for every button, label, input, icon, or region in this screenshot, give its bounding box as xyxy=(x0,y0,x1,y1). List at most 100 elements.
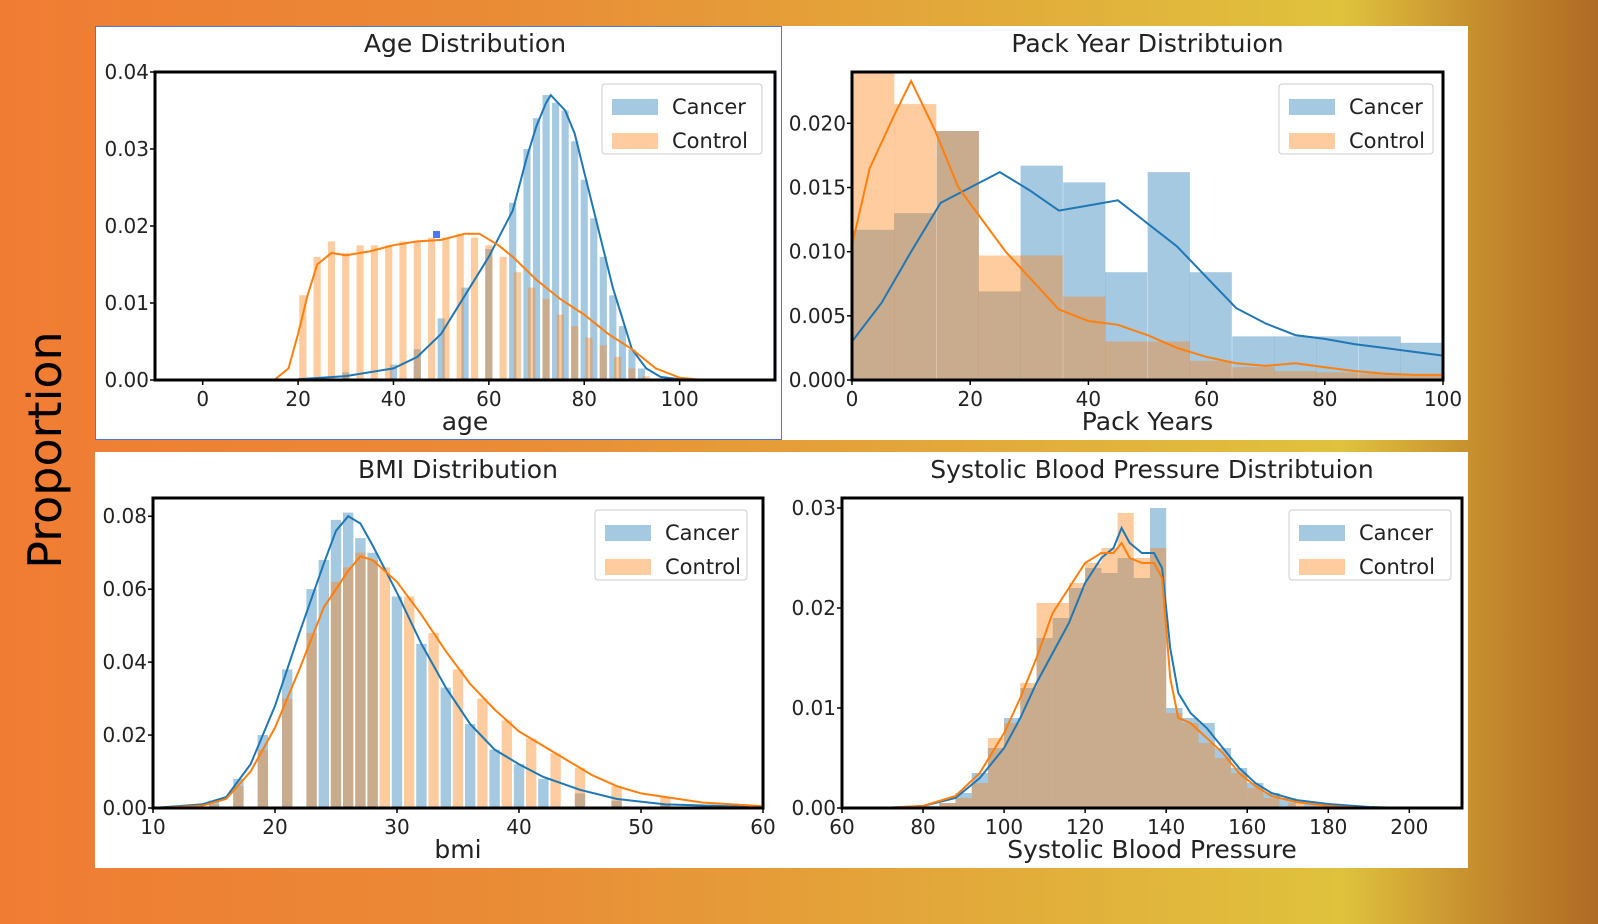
cancer-hist-bar xyxy=(461,287,469,380)
cancer-hist-bar xyxy=(391,596,403,808)
x-tick-label: 20 xyxy=(957,387,982,411)
cancer-hist-bar xyxy=(939,803,956,808)
legend: Cancer Control xyxy=(594,509,748,581)
x-tick-label: 40 xyxy=(381,387,406,411)
chart-title: Systolic Blood Pressure Distribtuion xyxy=(930,455,1373,484)
y-tick-label: 0.00 xyxy=(104,368,149,392)
x-tick-label: 20 xyxy=(262,815,287,839)
control-hist-bar xyxy=(1287,803,1304,808)
cancer-hist-bar xyxy=(894,213,937,380)
control-hist-bar xyxy=(1263,798,1280,808)
control-hist-bar xyxy=(574,767,586,808)
cancer-legend-label: Cancer xyxy=(665,521,739,545)
cancer-hist-bar xyxy=(628,349,636,380)
control-hist-bar xyxy=(1358,373,1401,380)
cancer-hist-bar xyxy=(437,318,445,380)
control-hist-bar xyxy=(556,314,564,380)
cancer-hist-bar xyxy=(1198,723,1215,808)
x-tick-label: 80 xyxy=(1312,387,1337,411)
y-tick-label: 0.01 xyxy=(104,291,149,315)
x-tick-label: 60 xyxy=(1194,387,1219,411)
x-tick-label: 180 xyxy=(1309,815,1347,839)
control-hist-bar xyxy=(327,241,336,380)
control-hist-bar xyxy=(452,669,464,808)
plot-frame xyxy=(151,496,765,810)
legend-box xyxy=(601,83,763,155)
x-tick-label: 140 xyxy=(1147,815,1185,839)
x-tick-label: 120 xyxy=(1066,815,1104,839)
control-hist-bar xyxy=(1063,296,1106,380)
cancer-hist-bar xyxy=(1214,748,1232,808)
control-hist-bar xyxy=(1149,548,1167,808)
cancer-hist-bar xyxy=(561,110,569,380)
control-hist-bar xyxy=(542,299,550,380)
control-hist-bar xyxy=(428,237,436,380)
y-tick-label: 0.02 xyxy=(102,723,147,747)
plot-area xyxy=(273,93,704,380)
control-legend-swatch xyxy=(605,559,651,575)
marker-dot xyxy=(433,231,440,238)
control-hist-bar xyxy=(477,698,488,808)
cancer-hist-bar xyxy=(1231,768,1248,808)
control-hist-bar xyxy=(513,272,522,380)
control-hist-bar xyxy=(257,749,268,808)
y-tick-label: 0.02 xyxy=(791,596,836,620)
cancer-legend-label: Cancer xyxy=(672,95,746,119)
y-tick-label: 0.04 xyxy=(102,650,147,674)
control-hist-bar xyxy=(1232,367,1275,380)
cancer-kde-line xyxy=(298,93,680,380)
cancer-hist-bar xyxy=(318,560,329,808)
x-tick-label: 80 xyxy=(910,815,935,839)
control-hist-bar xyxy=(1133,558,1150,808)
control-hist-bar xyxy=(456,233,464,380)
x-axis-label: Systolic Blood Pressure xyxy=(1007,835,1297,864)
control-hist-bar xyxy=(660,797,671,808)
control-hist-bar xyxy=(955,798,972,808)
cancer-hist-bar xyxy=(1052,618,1069,808)
control-hist-bar xyxy=(208,804,220,808)
cancer-hist-bar xyxy=(282,669,293,808)
cancer-hist-bar xyxy=(580,179,588,380)
cancer-hist-bar xyxy=(413,349,421,380)
cancer-hist-bar xyxy=(208,800,220,808)
control-hist-bar xyxy=(485,245,493,380)
cancer-hist-bar xyxy=(343,512,354,808)
control-hist-bar xyxy=(1231,773,1248,808)
chart-title: Pack Year Distribtuion xyxy=(1011,29,1283,58)
control-hist-bar xyxy=(1214,758,1232,808)
y-tick-label: 0.08 xyxy=(102,504,147,528)
control-hist-bar xyxy=(499,256,507,380)
x-tick-label: 200 xyxy=(1390,815,1428,839)
chart-title: Age Distribution xyxy=(364,29,566,58)
control-hist-bar xyxy=(1020,683,1037,808)
cancer-legend-label: Cancer xyxy=(1349,95,1423,119)
control-legend-label: Control xyxy=(1349,129,1425,153)
cancer-hist-bar xyxy=(416,643,427,808)
control-hist-bar xyxy=(1274,371,1317,380)
cancer-hist-bar xyxy=(1101,573,1118,808)
control-hist-bar xyxy=(1085,563,1102,808)
cancer-hist-bar xyxy=(599,256,607,380)
cancer-hist-bar xyxy=(1117,558,1134,808)
figure-ylabel: Proportion xyxy=(18,331,72,569)
control-hist-bar xyxy=(343,567,354,808)
x-tick-label: 100 xyxy=(661,387,699,411)
y-tick-label: 0.020 xyxy=(789,111,846,135)
cancer-hist-bar xyxy=(1189,272,1232,380)
control-hist-bar xyxy=(528,287,536,380)
control-hist-bar xyxy=(987,738,1005,808)
cancer-hist-bar xyxy=(306,589,317,808)
cancer-hist-bar xyxy=(1166,708,1183,808)
cancer-hist-bar xyxy=(1279,798,1296,808)
control-hist-bar xyxy=(1189,360,1232,380)
control-hist-bar xyxy=(894,104,937,380)
cancer-hist-bar xyxy=(1068,588,1086,808)
control-hist-bar xyxy=(1247,788,1264,808)
control-hist-bar xyxy=(585,337,593,380)
control-hist-bar xyxy=(936,131,979,380)
cancer-hist-bar xyxy=(1274,336,1317,380)
control-hist-bar xyxy=(852,72,895,380)
x-tick-label: 60 xyxy=(476,387,501,411)
control-hist-bar xyxy=(413,241,421,380)
control-hist-bar xyxy=(370,245,378,380)
